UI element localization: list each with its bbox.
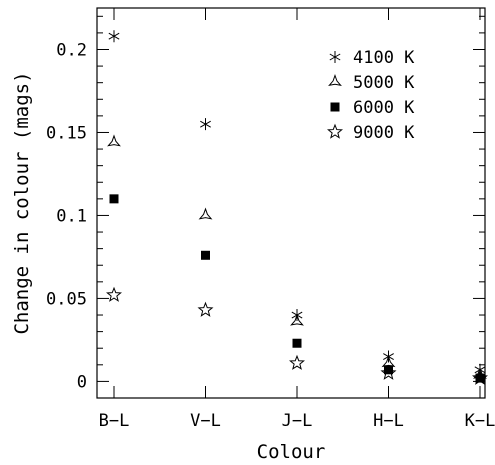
legend-label: 5000 K <box>353 73 415 93</box>
data-point <box>201 250 210 260</box>
legend-marker <box>329 51 341 63</box>
data-point <box>290 313 304 326</box>
legend-marker <box>327 123 343 139</box>
legend-label: 9000 K <box>353 123 415 143</box>
data-point <box>109 194 119 204</box>
data-point <box>289 354 305 370</box>
data-point <box>384 365 393 375</box>
data-point <box>106 286 122 302</box>
y-tick-label: 0.2 <box>56 40 87 60</box>
y-tick-label: 0.05 <box>46 289 87 309</box>
legend: 4100 K 5000 K 6000 K 9000 K <box>327 48 415 143</box>
y-tick-labels: 0 0.05 0.1 0.15 0.2 <box>46 40 87 392</box>
data-point <box>198 207 213 220</box>
legend-label: 6000 K <box>353 98 415 118</box>
data-point <box>380 364 397 380</box>
y-axis-label: Change in colour (mags) <box>11 71 33 334</box>
x-tick-label: V−L <box>190 411 221 431</box>
data-point <box>108 30 120 43</box>
y-tick-label: 0.1 <box>56 206 87 226</box>
legend-label: 4100 K <box>353 48 415 68</box>
data-point <box>200 118 211 131</box>
data-point <box>197 301 214 317</box>
data-point <box>107 134 121 147</box>
plot-frame <box>96 7 486 399</box>
data-point <box>475 373 485 383</box>
data-point <box>292 338 302 348</box>
legend-marker <box>328 74 342 87</box>
y-tick-label: 0.15 <box>46 123 87 143</box>
legend-marker <box>330 102 340 112</box>
x-tick-labels: B−L V−L J−L H−L K−L <box>99 411 495 431</box>
x-axis-label: Colour <box>257 441 326 463</box>
axis-ticks <box>97 8 485 398</box>
y-tick-label: 0 <box>77 372 87 392</box>
data-points <box>106 30 488 385</box>
x-tick-label: J−L <box>282 411 313 431</box>
x-tick-label: H−L <box>373 411 404 431</box>
x-tick-label: B−L <box>99 411 130 431</box>
x-tick-label: K−L <box>465 411 495 431</box>
data-point <box>472 369 488 385</box>
